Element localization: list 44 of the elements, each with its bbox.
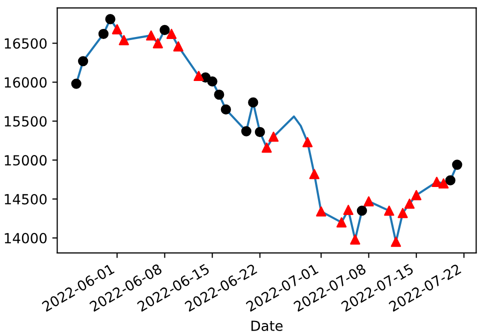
y-tick-label: 16000 xyxy=(4,77,47,88)
point xyxy=(390,236,402,247)
point xyxy=(350,234,360,245)
point xyxy=(445,175,456,186)
point xyxy=(241,126,252,136)
point xyxy=(432,176,442,187)
x-axis-title: Date xyxy=(251,320,283,332)
point xyxy=(118,35,129,46)
point xyxy=(452,160,462,170)
point xyxy=(336,217,347,228)
point xyxy=(71,78,82,89)
y-tick-label: 14000 xyxy=(4,232,47,244)
y-tick-label: 15000 xyxy=(4,155,47,166)
point xyxy=(160,24,170,36)
point xyxy=(220,104,231,115)
point xyxy=(343,204,354,215)
point xyxy=(411,190,422,200)
point xyxy=(268,132,279,142)
y-tick-label: 15500 xyxy=(4,116,47,127)
point xyxy=(166,28,177,39)
point xyxy=(356,206,368,216)
point xyxy=(146,30,156,41)
point xyxy=(194,70,204,82)
point xyxy=(302,137,313,148)
point xyxy=(152,38,163,48)
point xyxy=(112,24,122,34)
point xyxy=(214,90,224,100)
point xyxy=(316,206,326,217)
point xyxy=(254,126,265,138)
point xyxy=(384,206,394,216)
point xyxy=(248,97,258,108)
point xyxy=(207,76,218,86)
point xyxy=(105,14,116,24)
y-tick-label: 16500 xyxy=(4,38,47,49)
y-tick-label: 14500 xyxy=(4,194,47,204)
point xyxy=(98,28,109,39)
point xyxy=(438,178,449,189)
point xyxy=(173,41,184,52)
point xyxy=(398,208,408,218)
point xyxy=(309,169,320,180)
point xyxy=(404,198,415,209)
point xyxy=(364,196,374,206)
point xyxy=(78,56,88,66)
point xyxy=(262,142,272,153)
